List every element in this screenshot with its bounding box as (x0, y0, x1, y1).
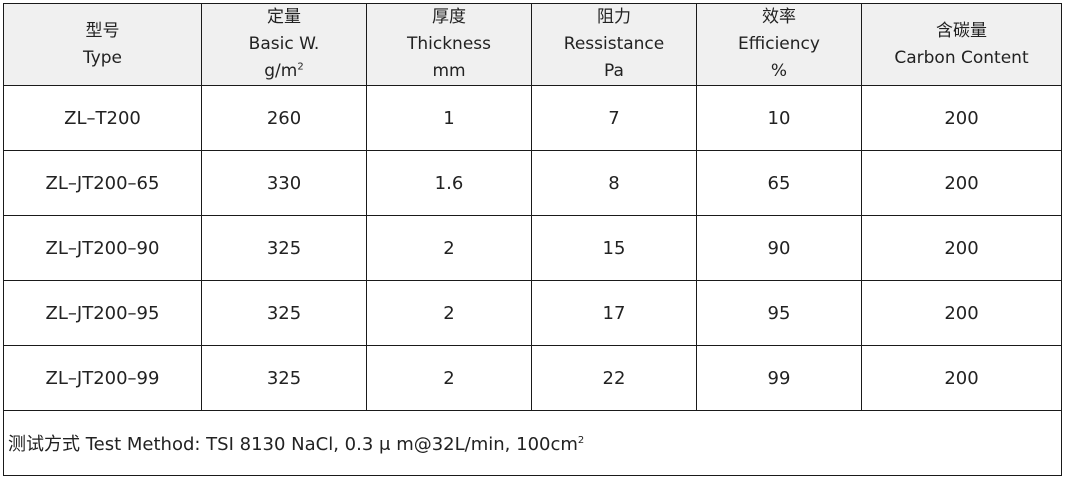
header-carbon-content-en: Carbon Content (894, 47, 1029, 68)
cell-efficiency: 65 (696, 150, 862, 216)
header-thickness-en: Thickness (406, 34, 492, 54)
cell-thickness: 2 (366, 280, 532, 346)
cell-resistance: 22 (531, 345, 697, 411)
cell-efficiency: 99 (696, 345, 862, 411)
header-row: 型号 Type 定量 Basic W. g/m2 厚度 Thickness mm… (3, 3, 1062, 86)
header-type-en: Type (82, 47, 123, 68)
test-method-row: 测试方式 Test Method: TSI 8130 NaCl, 0.3 μ m… (3, 410, 1062, 476)
table-row: ZL–JT200–90 325 2 15 90 200 (3, 215, 1062, 281)
cell-thickness: 2 (366, 215, 532, 281)
header-basic-weight-unit: g/m (264, 61, 298, 81)
cell-resistance: 17 (531, 280, 697, 346)
cell-efficiency: 10 (696, 85, 862, 151)
header-type-zh: 型号 (85, 20, 120, 41)
cell-basic-weight: 325 (201, 345, 367, 411)
table-row: ZL–JT200–95 325 2 17 95 200 (3, 280, 1062, 346)
cell-carbon-content: 200 (861, 150, 1062, 216)
cell-thickness: 1.6 (366, 150, 532, 216)
header-thickness-zh: 厚度 (432, 7, 466, 27)
spec-table-container: 型号 Type 定量 Basic W. g/m2 厚度 Thickness mm… (3, 3, 1062, 476)
cell-carbon-content: 200 (861, 85, 1062, 151)
header-carbon-content-zh: 含碳量 (936, 20, 987, 41)
header-basic-weight-unit-sup: 2 (297, 61, 304, 73)
header-thickness-unit: mm (432, 61, 466, 81)
header-efficiency: 效率 Efficiency % (696, 3, 862, 86)
cell-type: ZL–JT200–90 (3, 215, 202, 281)
table-row: ZL–JT200–65 330 1.6 8 65 200 (3, 150, 1062, 216)
header-resistance-en: Ressistance (563, 34, 665, 54)
cell-type: ZL–JT200–95 (3, 280, 202, 346)
cell-type: ZL–JT200–65 (3, 150, 202, 216)
header-basic-weight: 定量 Basic W. g/m2 (201, 3, 367, 86)
header-efficiency-unit: % (770, 61, 788, 81)
header-resistance-unit: Pa (604, 61, 624, 81)
header-basic-weight-en: Basic W. (248, 34, 320, 54)
cell-carbon-content: 200 (861, 280, 1062, 346)
header-efficiency-en: Efficiency (738, 34, 820, 54)
table-row: ZL–JT200–99 325 2 22 99 200 (3, 345, 1062, 411)
cell-basic-weight: 330 (201, 150, 367, 216)
cell-efficiency: 90 (696, 215, 862, 281)
cell-resistance: 8 (531, 150, 697, 216)
table-row: ZL–T200 260 1 7 10 200 (3, 85, 1062, 151)
cell-type: ZL–T200 (3, 85, 202, 151)
cell-thickness: 2 (366, 345, 532, 411)
cell-basic-weight: 325 (201, 215, 367, 281)
cell-resistance: 15 (531, 215, 697, 281)
cell-efficiency: 95 (696, 280, 862, 346)
header-efficiency-zh: 效率 (762, 7, 796, 27)
cell-basic-weight: 260 (201, 85, 367, 151)
cell-carbon-content: 200 (861, 345, 1062, 411)
header-carbon-content: 含碳量 Carbon Content (861, 3, 1062, 86)
header-resistance-zh: 阻力 (597, 7, 631, 27)
test-method-note: 测试方式 Test Method: TSI 8130 NaCl, 0.3 μ m… (3, 410, 1062, 476)
cell-thickness: 1 (366, 85, 532, 151)
test-method-sup: 2 (577, 435, 585, 446)
header-basic-weight-zh: 定量 (267, 7, 301, 27)
cell-resistance: 7 (531, 85, 697, 151)
header-basic-weight-unit-line: g/m2 (202, 58, 366, 85)
test-method-text: 测试方式 Test Method: TSI 8130 NaCl, 0.3 μ m… (8, 434, 578, 455)
cell-carbon-content: 200 (861, 215, 1062, 281)
cell-type: ZL–JT200–99 (3, 345, 202, 411)
cell-basic-weight: 325 (201, 280, 367, 346)
spec-table: 型号 Type 定量 Basic W. g/m2 厚度 Thickness mm… (3, 3, 1062, 476)
header-resistance: 阻力 Ressistance Pa (531, 3, 697, 86)
header-thickness: 厚度 Thickness mm (366, 3, 532, 86)
header-type: 型号 Type (3, 3, 202, 86)
